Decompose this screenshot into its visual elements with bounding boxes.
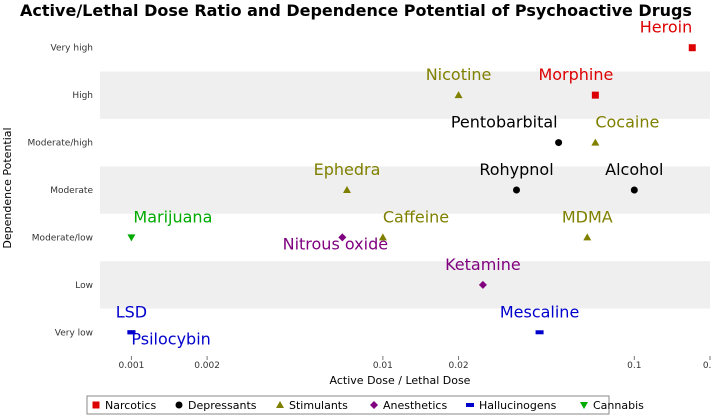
y-tick-label: Low xyxy=(75,281,93,291)
point-label: Ketamine xyxy=(445,255,521,274)
y-tick-label: Very low xyxy=(55,328,93,338)
legend-item: Hallucinogens xyxy=(479,399,557,412)
point-mdma xyxy=(583,233,592,241)
point-label: Psilocybin xyxy=(131,329,210,348)
legend-box xyxy=(86,395,610,415)
legend-marker xyxy=(92,401,100,409)
point-pentobarbital xyxy=(555,139,563,147)
point-label: Cocaine xyxy=(595,113,659,132)
point-psilocybin xyxy=(127,330,136,335)
point-label: Rohypnol xyxy=(479,160,553,179)
point-heroin xyxy=(688,44,696,52)
point-label: Marijuana xyxy=(133,207,212,226)
x-tick-label: 0.01 xyxy=(373,361,393,371)
x-axis-label: Active Dose / Lethal Dose xyxy=(330,374,471,387)
legend-marker xyxy=(370,401,378,409)
legend-marker xyxy=(276,401,284,408)
legend-item: Stimulants xyxy=(289,399,348,412)
legend-marker xyxy=(580,402,588,409)
point-label: Ephedra xyxy=(314,160,381,179)
point-label: Caffeine xyxy=(383,207,449,226)
point-marijuana xyxy=(127,234,136,242)
point-label: Nitrous oxide xyxy=(283,234,388,253)
x-tick-label: 0.002 xyxy=(194,361,220,371)
x-tick-label: 0.02 xyxy=(449,361,469,371)
point-nicotine xyxy=(454,91,463,99)
band-5 xyxy=(100,71,710,119)
point-alcohol xyxy=(630,186,638,194)
y-tick-label: Moderate xyxy=(50,186,93,196)
x-tick-labels: 0.001 0.002 0.01 0.02 0.1 0.2 xyxy=(119,356,712,371)
point-label: Alcohol xyxy=(605,160,663,179)
band-3 xyxy=(100,166,710,214)
y-tick-labels: Very low Low Moderate/low Moderate Moderate/… xyxy=(28,44,94,339)
legend-item: Cannabis xyxy=(593,399,644,412)
legend-marker xyxy=(175,401,183,409)
band-4 xyxy=(100,118,710,167)
point-caffeine xyxy=(378,233,387,241)
point-label: Nicotine xyxy=(426,65,492,84)
x-tick-label: 0.2 xyxy=(703,361,712,371)
legend-marker xyxy=(466,403,474,407)
data-points: Heroin Morphine Pentobarbital Rohypnol Alcoh… xyxy=(116,18,696,348)
plot-bands xyxy=(100,24,710,356)
band-6 xyxy=(100,24,710,72)
point-nitrous-oxide xyxy=(338,233,347,242)
point-label: Pentobarbital xyxy=(451,113,558,132)
point-mescaline xyxy=(535,330,544,335)
band-1 xyxy=(100,261,710,309)
x-tick-label: 0.001 xyxy=(119,361,145,371)
point-label: Heroin xyxy=(640,18,692,37)
point-rohypnol xyxy=(512,186,520,194)
point-ketamine xyxy=(478,280,487,289)
legend-item: Narcotics xyxy=(105,399,156,412)
y-axis-label: Dependence Potential xyxy=(1,127,14,248)
band-0 xyxy=(100,308,710,356)
y-tick-label: Moderate/high xyxy=(28,139,93,149)
y-tick-label: Very high xyxy=(50,44,93,54)
y-tick-label: High xyxy=(72,91,93,101)
legend: Narcotics Depressants Stimulants Anesthetic… xyxy=(86,395,644,415)
point-ephedra xyxy=(342,186,351,193)
point-cocaine xyxy=(591,138,600,146)
point-label: MDMA xyxy=(562,207,613,226)
point-label: Morphine xyxy=(538,65,613,84)
y-tick-label: Moderate/low xyxy=(32,233,93,243)
point-label: Mescaline xyxy=(500,302,579,321)
legend-item: Anesthetics xyxy=(383,399,447,412)
chart-title: Active/Lethal Dose Ratio and Dependence … xyxy=(20,1,692,20)
band-2 xyxy=(100,213,710,262)
x-tick-label: 0.1 xyxy=(627,361,641,371)
legend-item: Depressants xyxy=(188,399,257,412)
point-label: LSD xyxy=(116,302,147,321)
point-morphine xyxy=(591,91,599,99)
